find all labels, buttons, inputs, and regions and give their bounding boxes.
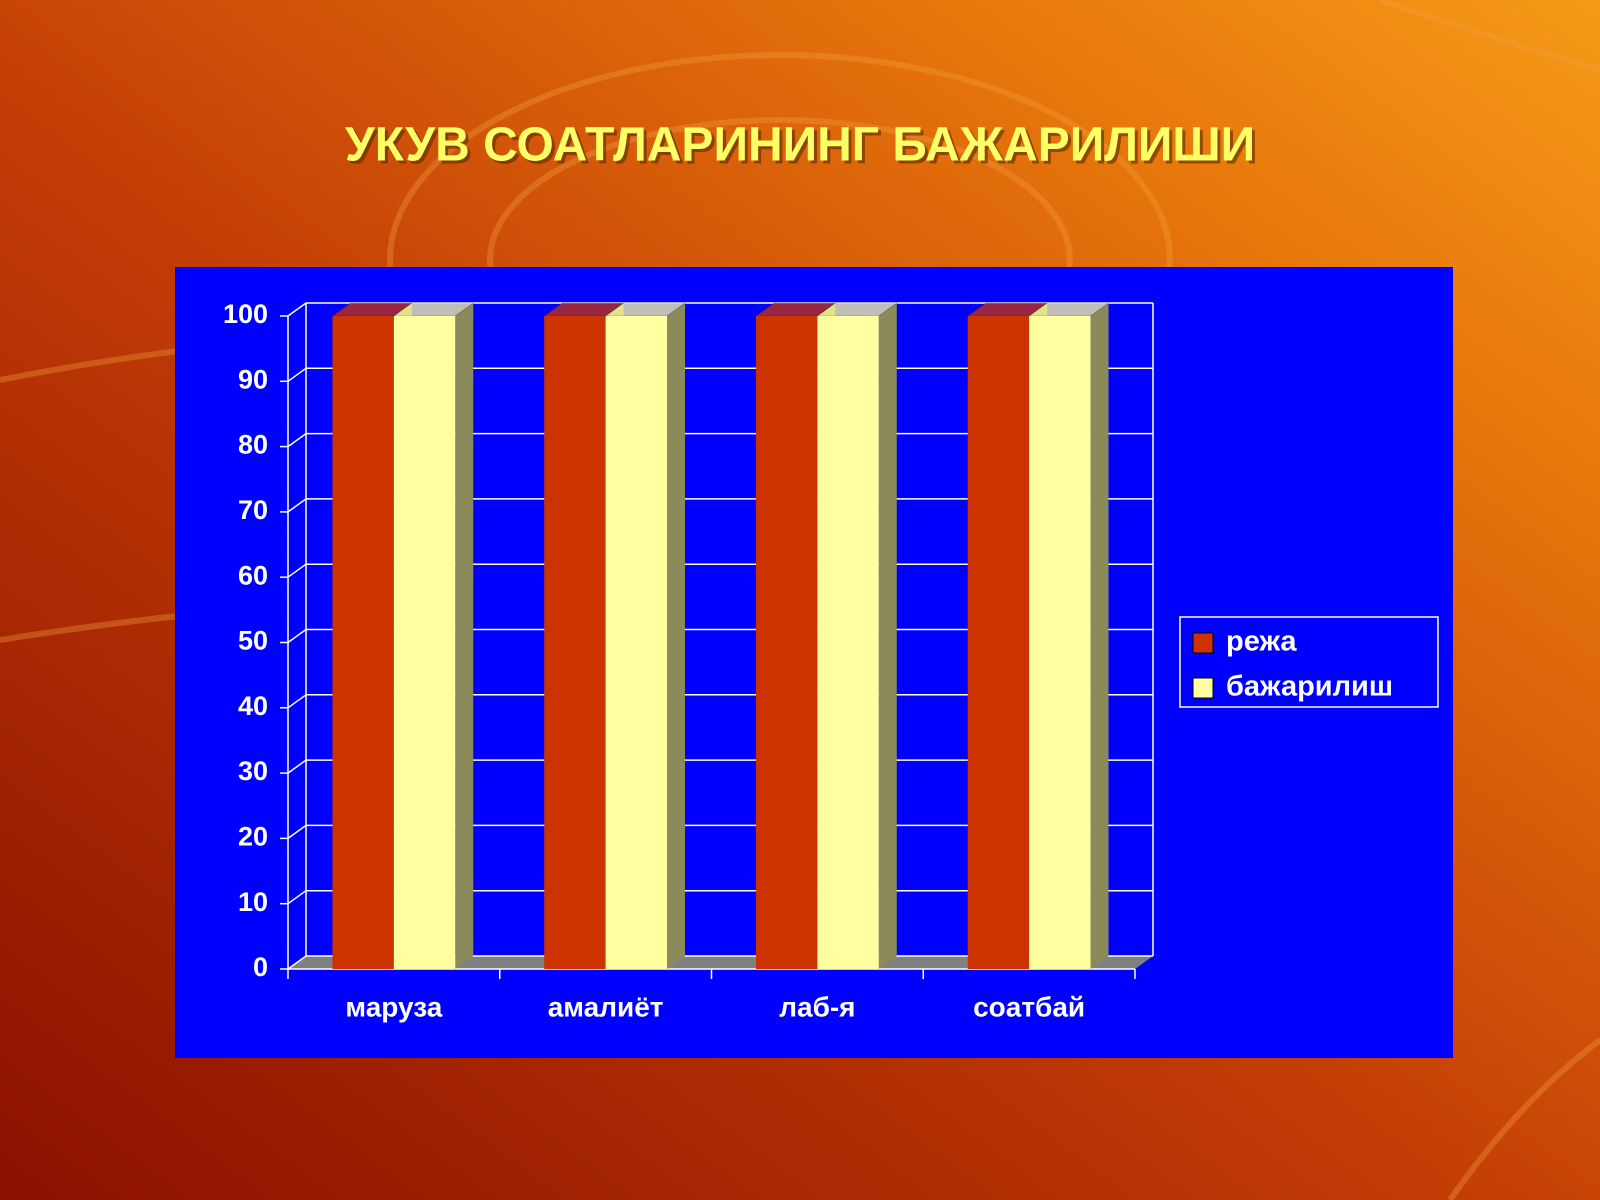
legend-swatch (1192, 677, 1214, 699)
chart-title: УКУВ СОАТЛАРИНИНГ БАЖАРИЛИШИ (345, 119, 1255, 172)
grid-line-side (287, 955, 307, 970)
bar-side (667, 303, 686, 969)
grid-line-side (287, 759, 307, 774)
legend-swatch (1192, 632, 1214, 654)
y-tick-label: 60 (238, 560, 268, 590)
legend-label: режа (1226, 626, 1297, 658)
bar (605, 316, 668, 969)
bar (817, 316, 879, 969)
legend-label: бажарилиш (1226, 671, 1393, 703)
grid-line-side (287, 367, 307, 382)
y-tick-label: 30 (238, 756, 268, 786)
legend-box (1179, 616, 1439, 708)
grid-line-side (287, 890, 307, 905)
y-tick-label: 50 (238, 626, 268, 656)
y-tick-label: 0 (253, 952, 268, 982)
title-shadow: УКУВ СОАТЛАРИНИНГ БАЖАРИЛИШИ (348, 122, 1258, 175)
y-tick-label: 40 (238, 691, 268, 721)
bar (967, 316, 1030, 969)
grid-line-side (287, 302, 307, 317)
bar (544, 316, 606, 969)
y-tick-label: 90 (238, 364, 268, 394)
bar-side (1090, 303, 1109, 969)
x-tick-label: маруза (345, 991, 442, 1022)
grid-line-side (287, 824, 307, 840)
grid-line-side (287, 432, 307, 448)
y-tick-label: 80 (238, 430, 268, 460)
bar-side (455, 303, 474, 969)
x-tick-label: амалиёт (548, 991, 664, 1022)
legend: режа бажарилиш (1179, 616, 1439, 708)
y-tick-label: 70 (238, 495, 268, 525)
grid-line-side (287, 628, 307, 644)
floor (288, 956, 1153, 969)
x-tick-label: соатбай (973, 991, 1085, 1022)
grid-line-side (287, 694, 307, 709)
bar (755, 316, 818, 969)
bar (332, 316, 394, 969)
grid-line-side (287, 498, 307, 513)
y-tick-label: 10 (238, 887, 268, 917)
y-tick-label: 20 (238, 822, 268, 852)
bar (393, 316, 456, 969)
bar (1029, 316, 1091, 969)
y-tick-label: 100 (223, 299, 268, 329)
grid-line-side (287, 563, 307, 578)
bar-side (878, 303, 897, 969)
x-tick-label: лаб-я (779, 991, 855, 1022)
